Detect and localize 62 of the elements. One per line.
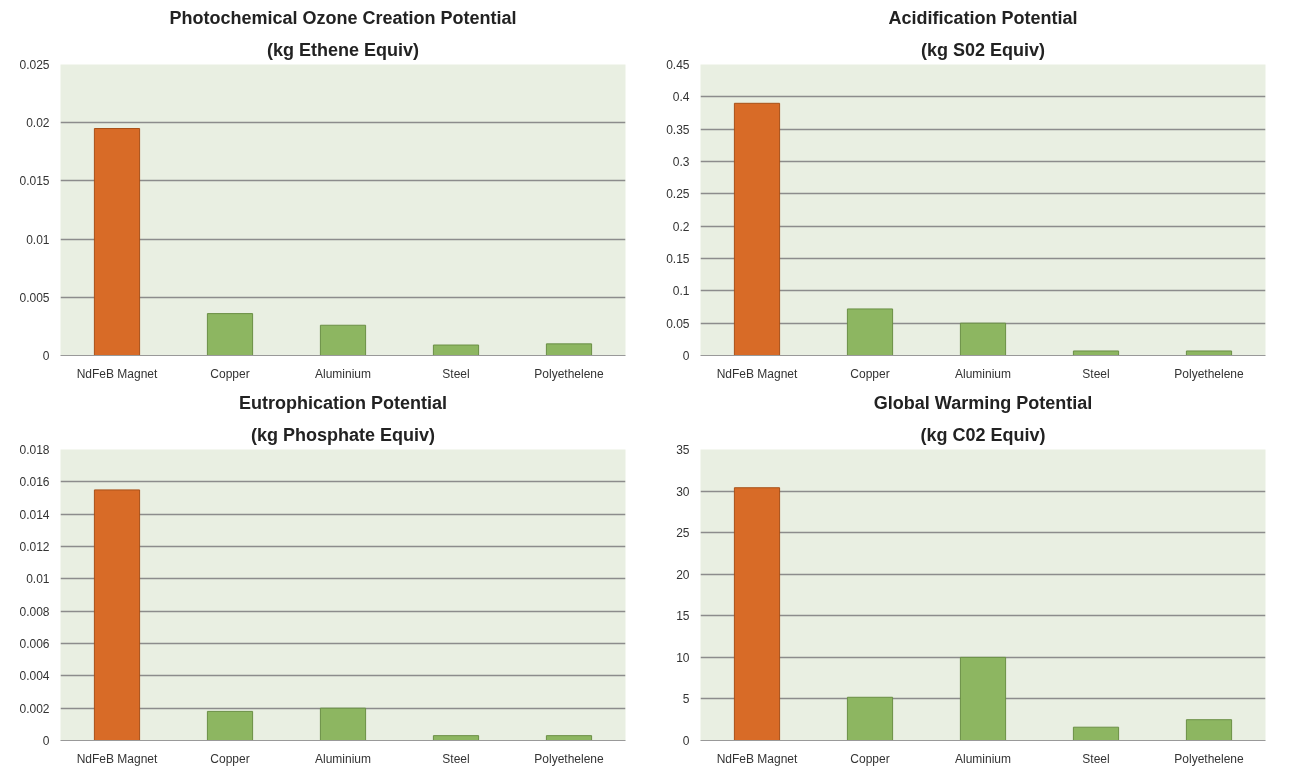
x-tick-label: Steel <box>1082 366 1110 381</box>
x-tick-label: Steel <box>442 751 470 766</box>
y-tick-label: 0.4 <box>672 90 690 105</box>
y-tick-label: 0.01 <box>26 572 50 587</box>
y-tick-label: 0.006 <box>19 637 50 651</box>
y-tick-label: 0.018 <box>19 443 50 457</box>
chart-subtitle: (kg C02 Equiv) <box>920 424 1046 445</box>
x-tick-label: NdFeB Magnet <box>716 366 799 381</box>
chart-title: Eutrophication Potential <box>239 392 448 413</box>
y-tick-label: 0.01 <box>26 232 50 247</box>
y-tick-label: 0 <box>42 734 50 748</box>
chart-subtitle: (kg S02 Equiv) <box>920 39 1046 60</box>
y-tick-label: 0.02 <box>26 116 50 131</box>
y-tick-label: 0 <box>682 349 690 363</box>
y-tick-label: 0.25 <box>666 187 690 202</box>
y-tick-label: 15 <box>676 609 690 624</box>
chart-title: Photochemical Ozone Creation Potential <box>169 7 517 28</box>
x-tick-label: Steel <box>442 366 470 381</box>
x-tick-label: Copper <box>850 751 890 766</box>
y-tick-label: 0.008 <box>19 604 50 619</box>
y-tick-label: 0.002 <box>19 701 50 716</box>
x-tick-label: NdFeB Magnet <box>76 751 159 766</box>
chart-subtitle: (kg Ethene Equiv) <box>266 39 420 60</box>
chart-title: Acidification Potential <box>888 7 1078 28</box>
x-tick-label: Polyethelene <box>534 366 605 381</box>
y-tick-label: 0.15 <box>666 252 690 266</box>
y-tick-label: 0.014 <box>19 507 50 522</box>
x-tick-label: Polyethelene <box>1174 751 1245 766</box>
y-tick-label: 0.016 <box>19 475 50 490</box>
y-tick-label: 35 <box>676 443 690 457</box>
x-tick-label: NdFeB Magnet <box>76 366 159 381</box>
y-tick-label: 10 <box>676 650 690 665</box>
y-tick-label: 25 <box>676 526 690 541</box>
x-tick-label: Steel <box>1082 751 1110 766</box>
chart-title: Global Warming Potential <box>873 392 1093 413</box>
y-tick-label: 0.2 <box>672 219 690 234</box>
x-tick-label: Aluminium <box>954 366 1012 381</box>
y-tick-label: 0 <box>42 349 50 363</box>
x-tick-label: NdFeB Magnet <box>716 751 799 766</box>
y-tick-label: 0.35 <box>666 122 690 137</box>
y-tick-label: 30 <box>676 484 690 499</box>
y-tick-label: 0.004 <box>19 669 50 684</box>
y-tick-label: 0.025 <box>19 58 50 72</box>
x-tick-label: Polyethelene <box>534 751 605 766</box>
y-tick-label: 0.45 <box>666 58 690 72</box>
x-tick-label: Copper <box>210 751 250 766</box>
chart-subtitle: (kg Phosphate Equiv) <box>250 424 436 445</box>
x-tick-label: Copper <box>210 366 250 381</box>
y-tick-label: 0.005 <box>19 290 50 305</box>
x-tick-label: Aluminium <box>314 751 372 766</box>
y-tick-label: 0.05 <box>666 316 690 331</box>
x-tick-label: Aluminium <box>954 751 1012 766</box>
y-tick-label: 5 <box>682 692 690 707</box>
y-tick-label: 0.1 <box>672 284 690 299</box>
x-tick-label: Copper <box>850 366 890 381</box>
y-tick-label: 0.3 <box>672 155 690 169</box>
y-tick-label: 0.012 <box>19 540 50 554</box>
y-tick-label: 0.015 <box>19 174 50 189</box>
y-tick-label: 20 <box>676 567 690 582</box>
x-tick-label: Aluminium <box>314 366 372 381</box>
x-tick-label: Polyethelene <box>1174 366 1245 381</box>
y-tick-label: 0 <box>682 734 690 748</box>
